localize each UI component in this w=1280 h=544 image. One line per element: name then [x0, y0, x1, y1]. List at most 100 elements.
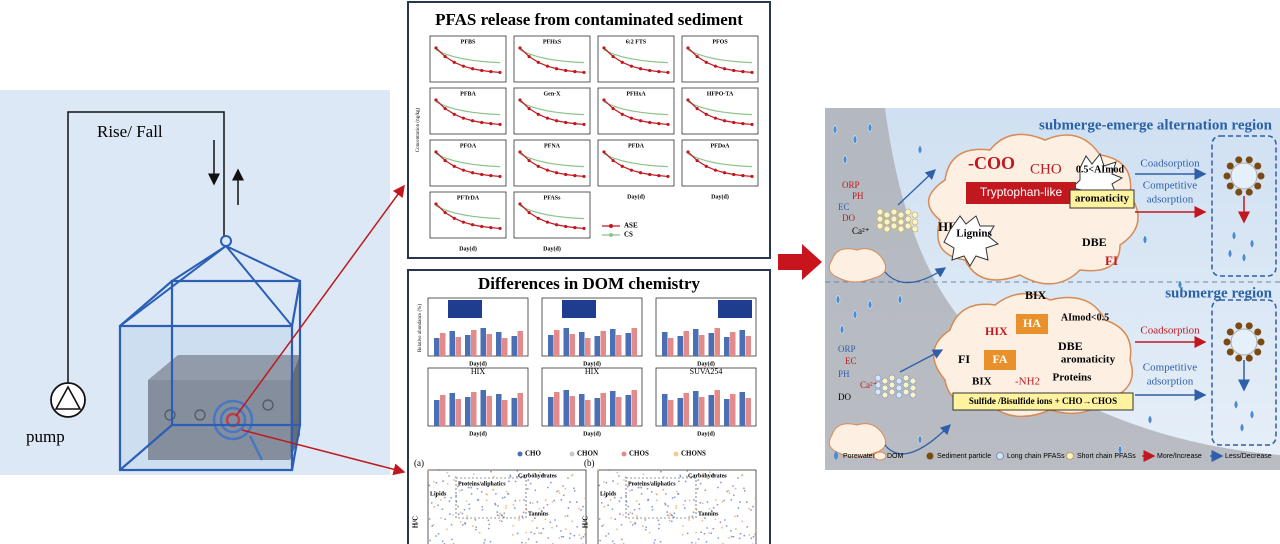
dot — [498, 122, 502, 127]
dot — [684, 480, 687, 483]
dot — [598, 518, 601, 520]
curve — [519, 205, 585, 220]
bar — [455, 337, 461, 356]
dot — [527, 106, 531, 111]
dot — [638, 67, 643, 71]
curve — [687, 101, 753, 116]
porewater — [917, 434, 923, 445]
dot — [750, 537, 753, 540]
dot — [531, 502, 534, 505]
dot — [697, 538, 700, 541]
axis-label: Day(d) — [711, 193, 729, 200]
dot — [443, 210, 447, 215]
dot — [432, 523, 435, 526]
dot — [703, 532, 706, 535]
bar — [563, 390, 569, 426]
bar — [625, 333, 631, 356]
dot — [752, 535, 755, 538]
dot — [725, 525, 728, 527]
dot — [746, 525, 749, 528]
dot — [573, 534, 576, 537]
dot — [695, 106, 699, 111]
dot — [648, 531, 651, 534]
dot — [480, 224, 484, 229]
bar — [496, 332, 502, 356]
dot — [538, 507, 541, 510]
dot — [566, 515, 569, 517]
axis-label: Day(d) — [697, 430, 715, 437]
legend: Porewater DOM Sediment particle Long chain … — [834, 450, 1272, 462]
dot — [635, 500, 638, 503]
dot — [582, 226, 586, 231]
dot — [439, 499, 442, 501]
dot — [492, 489, 494, 491]
label: FA — [992, 352, 1007, 366]
dot — [693, 499, 695, 501]
dot — [516, 532, 519, 535]
bar — [668, 338, 674, 356]
dot — [699, 501, 702, 504]
bar — [610, 329, 616, 356]
pfas-box — [1211, 135, 1277, 277]
dot — [568, 537, 571, 540]
dot — [708, 532, 710, 534]
short-pfas — [904, 208, 912, 216]
short-pfas — [897, 211, 905, 219]
region-label: Tannins — [698, 511, 719, 517]
dot — [490, 470, 492, 473]
param: ORP — [842, 180, 860, 190]
curve — [519, 49, 585, 64]
dot — [551, 526, 553, 529]
region-label: Proteins/aliphatics — [458, 481, 506, 487]
dot — [573, 122, 577, 126]
dot — [443, 54, 447, 59]
dot — [534, 489, 537, 492]
dot — [693, 474, 696, 477]
dot — [530, 531, 532, 534]
dot — [569, 532, 572, 535]
dot — [620, 60, 624, 64]
dot — [657, 174, 661, 178]
short-pfas — [876, 208, 884, 216]
mini-chart-title: HFPO-TA — [707, 91, 734, 97]
dot — [523, 474, 526, 477]
legend-label: CHOS — [629, 450, 649, 458]
bar — [480, 328, 486, 356]
sediment-particle — [1235, 354, 1243, 362]
region-title: submerge region — [1165, 285, 1272, 301]
dot — [438, 469, 440, 471]
dot — [712, 527, 715, 530]
bar — [486, 334, 492, 356]
mini-chart-title: PFNA — [544, 143, 561, 149]
dot — [492, 475, 495, 478]
dot — [545, 220, 550, 224]
dot — [560, 498, 563, 501]
dot — [732, 172, 736, 177]
sediment-particle — [1245, 188, 1253, 196]
dot — [554, 171, 559, 175]
dot — [673, 496, 676, 499]
dot — [562, 535, 565, 538]
dot — [602, 150, 606, 154]
dot — [443, 496, 446, 499]
dot — [534, 517, 536, 519]
dot — [658, 523, 661, 526]
dot — [520, 475, 523, 478]
porewater — [1233, 399, 1239, 410]
dot — [651, 508, 654, 511]
dot — [474, 519, 477, 521]
dot — [523, 499, 525, 501]
dot — [675, 490, 678, 493]
bar — [699, 397, 705, 426]
mini-chart-title: PFHxA — [626, 91, 646, 97]
dot — [688, 519, 690, 521]
short-pfas — [883, 211, 891, 219]
dot — [543, 473, 545, 476]
dot — [524, 542, 527, 544]
dot — [489, 226, 493, 230]
dot — [527, 54, 531, 59]
dot — [686, 98, 690, 102]
dot — [748, 507, 750, 510]
dot — [713, 168, 718, 172]
curve — [603, 153, 669, 168]
